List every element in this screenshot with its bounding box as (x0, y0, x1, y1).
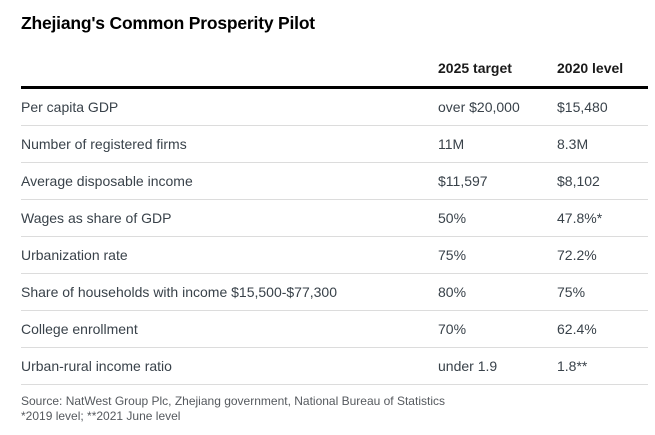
data-table: 2025 target 2020 level Per capita GDP ov… (21, 60, 648, 424)
target-value: under 1.9 (438, 358, 498, 374)
level-value: 47.8%* (557, 210, 603, 226)
notes-line: *2019 level; **2021 June level (21, 409, 181, 423)
level-value: 8.3M (557, 136, 589, 152)
level-value: 75% (557, 284, 586, 300)
level-value: 62.4% (557, 321, 597, 337)
target-value: 80% (438, 284, 467, 300)
table-row: Average disposable income $11,597 $8,102 (21, 163, 648, 200)
source-line: Source: NatWest Group Plc, Zhejiang gove… (21, 394, 445, 408)
table-row: Number of registered firms 11M 8.3M (21, 126, 648, 163)
target-value: $11,597 (438, 173, 488, 189)
row-label: Urbanization rate (21, 247, 128, 263)
table-row: College enrollment 70% 62.4% (21, 311, 648, 348)
table-row: Per capita GDP over $20,000 $15,480 (21, 89, 648, 126)
page-title: Zhejiang's Common Prosperity Pilot (21, 13, 315, 33)
target-value: 11M (438, 136, 465, 152)
row-label: College enrollment (21, 321, 138, 337)
table-footnote: Source: NatWest Group Plc, Zhejiang gove… (21, 394, 648, 424)
row-label: Urban-rural income ratio (21, 358, 172, 374)
table-row: Wages as share of GDP 50% 47.8%* (21, 200, 648, 237)
target-value: 50% (438, 210, 467, 226)
level-value: 1.8** (557, 358, 588, 374)
table-row: Urban-rural income ratio under 1.9 1.8** (21, 348, 648, 385)
level-value: $15,480 (557, 99, 608, 115)
row-label: Per capita GDP (21, 99, 119, 115)
level-value: 72.2% (557, 247, 597, 263)
target-value: 75% (438, 247, 467, 263)
table-header-row: 2025 target 2020 level (21, 60, 648, 89)
level-value: $8,102 (557, 173, 600, 189)
target-value: 70% (438, 321, 467, 337)
table-row: Share of households with income $15,500-… (21, 274, 648, 311)
table-row: Urbanization rate 75% 72.2% (21, 237, 648, 274)
row-label: Average disposable income (21, 173, 193, 189)
row-label: Number of registered firms (21, 136, 187, 152)
row-label: Wages as share of GDP (21, 210, 172, 226)
column-header-2020-level: 2020 level (557, 60, 624, 76)
column-header-2025-target: 2025 target (438, 60, 512, 76)
target-value: over $20,000 (438, 99, 520, 115)
row-label: Share of households with income $15,500-… (21, 284, 337, 300)
